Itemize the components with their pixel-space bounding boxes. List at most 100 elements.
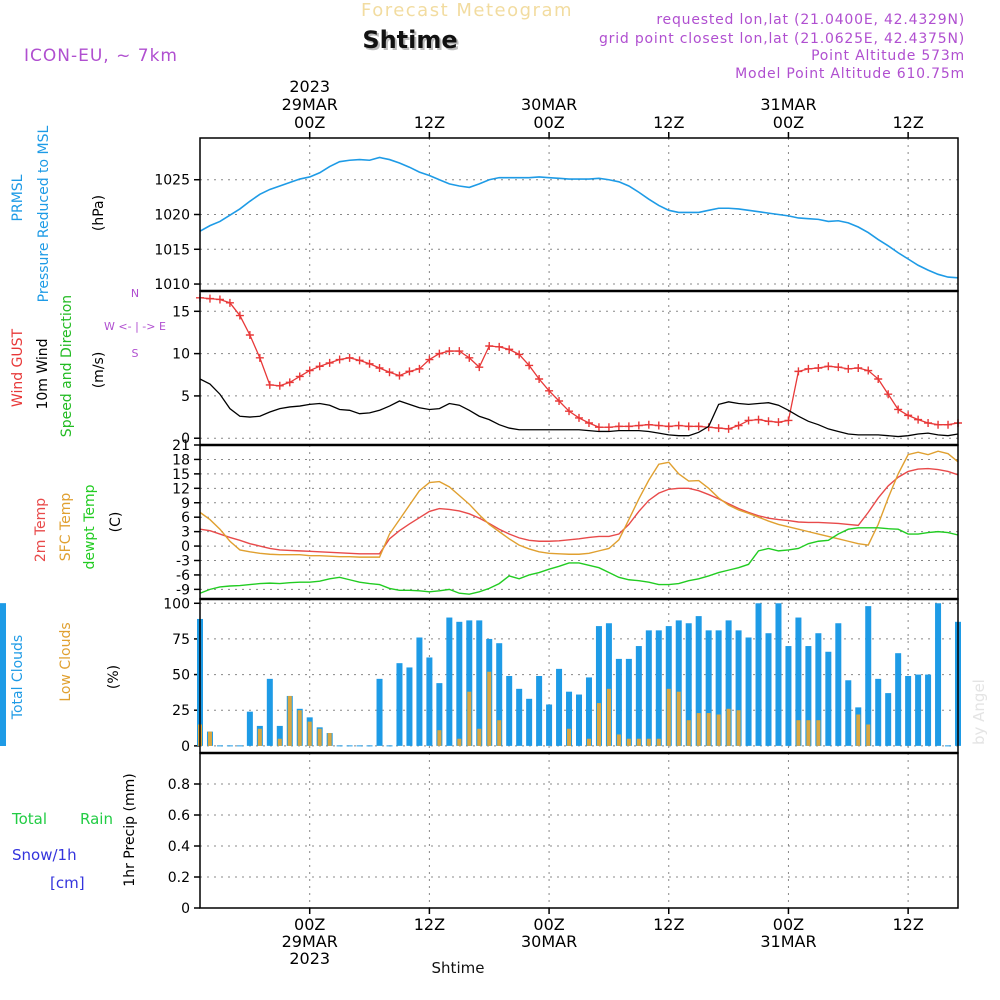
gust-marker — [545, 386, 554, 395]
total-cloud-bar — [615, 658, 622, 746]
model-label: ICON-EU, ~ 7km — [24, 46, 178, 66]
gust-marker — [814, 364, 823, 372]
total-cloud-bar — [725, 620, 732, 746]
gust-marker — [275, 381, 284, 390]
gust-marker — [884, 390, 893, 399]
total-cloud-bar — [566, 691, 573, 746]
total-cloud-bar — [516, 688, 523, 746]
y-tick-label: 1020 — [154, 208, 190, 224]
total-cloud-bar — [905, 676, 912, 746]
gust-marker — [924, 419, 933, 427]
gust-marker — [824, 362, 833, 371]
gust-marker — [505, 345, 514, 354]
low-cloud-bar — [277, 738, 282, 746]
total-cloud-bar — [935, 603, 942, 746]
gust-marker — [535, 375, 544, 383]
snow-unit-label: [cm] — [50, 874, 85, 892]
total-cloud-bar — [605, 623, 612, 746]
low-cloud-bar — [716, 714, 721, 746]
y-tick-label: 21 — [172, 438, 190, 454]
low-cloud-bar — [626, 738, 631, 746]
bottom-time-label: 12Z — [892, 915, 923, 934]
top-time-label: 00Z — [773, 113, 804, 132]
y-tick-label: 0 — [181, 901, 190, 917]
gust-marker — [794, 367, 803, 376]
top-time-label: 30MAR — [521, 95, 577, 114]
prmsl-label: PRMSL — [10, 174, 26, 221]
total-cloud-bar — [266, 678, 273, 746]
cloud-unit: (%) — [106, 665, 122, 689]
prmsl-long-label: Pressure Reduced to MSL — [36, 125, 52, 302]
wind-unit: (m/s) — [91, 352, 107, 389]
total-cloud-bar — [755, 603, 762, 746]
dewpt-label: dewpt Temp — [82, 484, 98, 569]
gust-marker — [764, 417, 773, 426]
bottom-time-label: 00Z — [773, 915, 804, 934]
y-tick-label: 5 — [181, 389, 190, 405]
total-cloud-bar — [456, 621, 463, 746]
total-cloud-bar — [526, 698, 533, 746]
gust-marker — [415, 364, 424, 373]
total-cloud-bar — [895, 653, 902, 746]
gust-marker — [684, 422, 693, 431]
gust-marker — [475, 363, 484, 372]
low-cloud-bar — [596, 703, 601, 746]
gridpoint-coords: grid point closest lon,lat (21.0625E, 42… — [599, 31, 965, 47]
gust-marker — [565, 407, 574, 416]
bottom-time-label: 30MAR — [521, 932, 577, 951]
gust-marker — [844, 364, 853, 373]
wind-labels: Wind GUST 10m Wind Speed and Direction (… — [10, 287, 166, 437]
credit-watermark: by Angel — [970, 679, 988, 745]
gust-marker — [445, 347, 454, 356]
total-cloud-bar — [925, 674, 932, 746]
gust-marker — [744, 416, 753, 425]
total-cloud-bar — [665, 626, 672, 746]
y-tick-label: 15 — [172, 304, 190, 320]
total-cloud-bar — [506, 676, 513, 746]
gust-marker — [385, 368, 394, 377]
gust-marker — [245, 331, 254, 339]
gust-marker — [255, 353, 264, 362]
speed-dir-label: Speed and Direction — [59, 295, 75, 437]
gust-marker — [455, 347, 464, 356]
y-tick-label: 0.6 — [168, 808, 190, 824]
low-cloud-bar — [816, 720, 821, 746]
low-cloud-bar — [796, 720, 801, 746]
y-tick-label: 100 — [163, 596, 190, 612]
gust-marker — [664, 422, 673, 431]
total-cloud-bar — [635, 646, 642, 746]
sfc-temp-line — [199, 450, 959, 558]
total-cloud-bar — [825, 651, 832, 746]
gust-marker — [215, 295, 224, 304]
y-tick-label: -9 — [176, 582, 190, 598]
total-cloud-bar — [675, 620, 682, 746]
gust-marker — [624, 422, 633, 431]
top-time-label: 29MAR — [282, 95, 338, 114]
low-cloud-bar — [207, 731, 212, 746]
gust-marker — [335, 355, 344, 364]
temp-labels: 2m Temp SFC Temp dewpt Temp (C) — [33, 484, 124, 569]
gust-marker — [315, 362, 324, 371]
total-cloud-bar — [815, 633, 822, 746]
gust-marker — [555, 397, 564, 405]
gust-marker — [604, 423, 613, 432]
gust-marker — [904, 411, 913, 420]
wind-label: 10m Wind — [35, 338, 51, 409]
plot-layer: 1010101510201025051015-9-6-3036912151821… — [0, 77, 962, 968]
low-cloud-bar — [646, 738, 651, 746]
low-cloud-bar — [497, 720, 502, 746]
sfc-temp-label: SFC Temp — [58, 493, 74, 562]
prmsl-line — [199, 156, 959, 279]
low-cloud-bar — [307, 721, 312, 746]
y-tick-label: 0.2 — [168, 870, 190, 886]
precip-labels: Total Rain Snow/1h [cm] 1hr Precip (mm) — [11, 773, 138, 892]
low-cloud-bar — [806, 720, 811, 746]
low-cloud-bar — [726, 708, 731, 746]
total-cloud-bar — [835, 623, 842, 746]
y-tick-label: 15 — [172, 467, 190, 483]
total-cloud-bar — [576, 694, 582, 746]
bottom-time-label: 2023 — [289, 949, 330, 968]
gust-line — [199, 297, 959, 430]
low-cloud-bar — [606, 688, 611, 746]
gust-marker — [405, 367, 414, 376]
